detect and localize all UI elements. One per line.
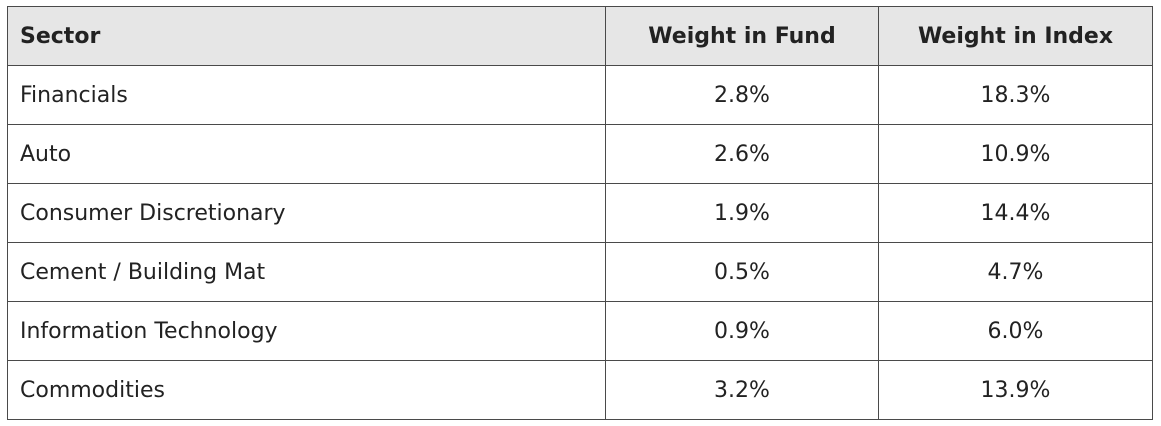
header-weight-in-fund: Weight in Fund xyxy=(605,6,879,66)
table-row: Consumer Discretionary 1.9% 14.4% xyxy=(7,183,1153,243)
cell-weight-in-index: 10.9% xyxy=(878,124,1153,184)
cell-weight-in-fund: 0.5% xyxy=(605,242,879,302)
header-weight-in-index: Weight in Index xyxy=(878,6,1153,66)
table-row: Cement / Building Mat 0.5% 4.7% xyxy=(7,242,1153,302)
table-header: Sector Weight in Fund Weight in Index xyxy=(7,6,1153,66)
cell-weight-in-fund: 3.2% xyxy=(605,360,879,420)
cell-weight-in-index: 18.3% xyxy=(878,65,1153,125)
cell-weight-in-index: 14.4% xyxy=(878,183,1153,243)
cell-sector: Commodities xyxy=(7,360,606,420)
cell-weight-in-fund: 2.8% xyxy=(605,65,879,125)
sector-weights-table: Sector Weight in Fund Weight in Index Fi… xyxy=(7,6,1153,420)
cell-sector: Cement / Building Mat xyxy=(7,242,606,302)
cell-weight-in-fund: 2.6% xyxy=(605,124,879,184)
cell-weight-in-fund: 0.9% xyxy=(605,301,879,361)
cell-sector: Consumer Discretionary xyxy=(7,183,606,243)
cell-weight-in-index: 4.7% xyxy=(878,242,1153,302)
table-row: Information Technology 0.9% 6.0% xyxy=(7,301,1153,361)
table-row: Commodities 3.2% 13.9% xyxy=(7,360,1153,420)
header-row: Sector Weight in Fund Weight in Index xyxy=(7,6,1153,66)
cell-weight-in-index: 6.0% xyxy=(878,301,1153,361)
table-body: Financials 2.8% 18.3% Auto 2.6% 10.9% Co… xyxy=(7,65,1153,420)
header-sector: Sector xyxy=(7,6,606,66)
cell-sector: Financials xyxy=(7,65,606,125)
cell-sector: Information Technology xyxy=(7,301,606,361)
table-row: Financials 2.8% 18.3% xyxy=(7,65,1153,125)
table-row: Auto 2.6% 10.9% xyxy=(7,124,1153,184)
cell-weight-in-index: 13.9% xyxy=(878,360,1153,420)
sector-weights-table-container: Sector Weight in Fund Weight in Index Fi… xyxy=(7,6,1153,420)
cell-weight-in-fund: 1.9% xyxy=(605,183,879,243)
cell-sector: Auto xyxy=(7,124,606,184)
